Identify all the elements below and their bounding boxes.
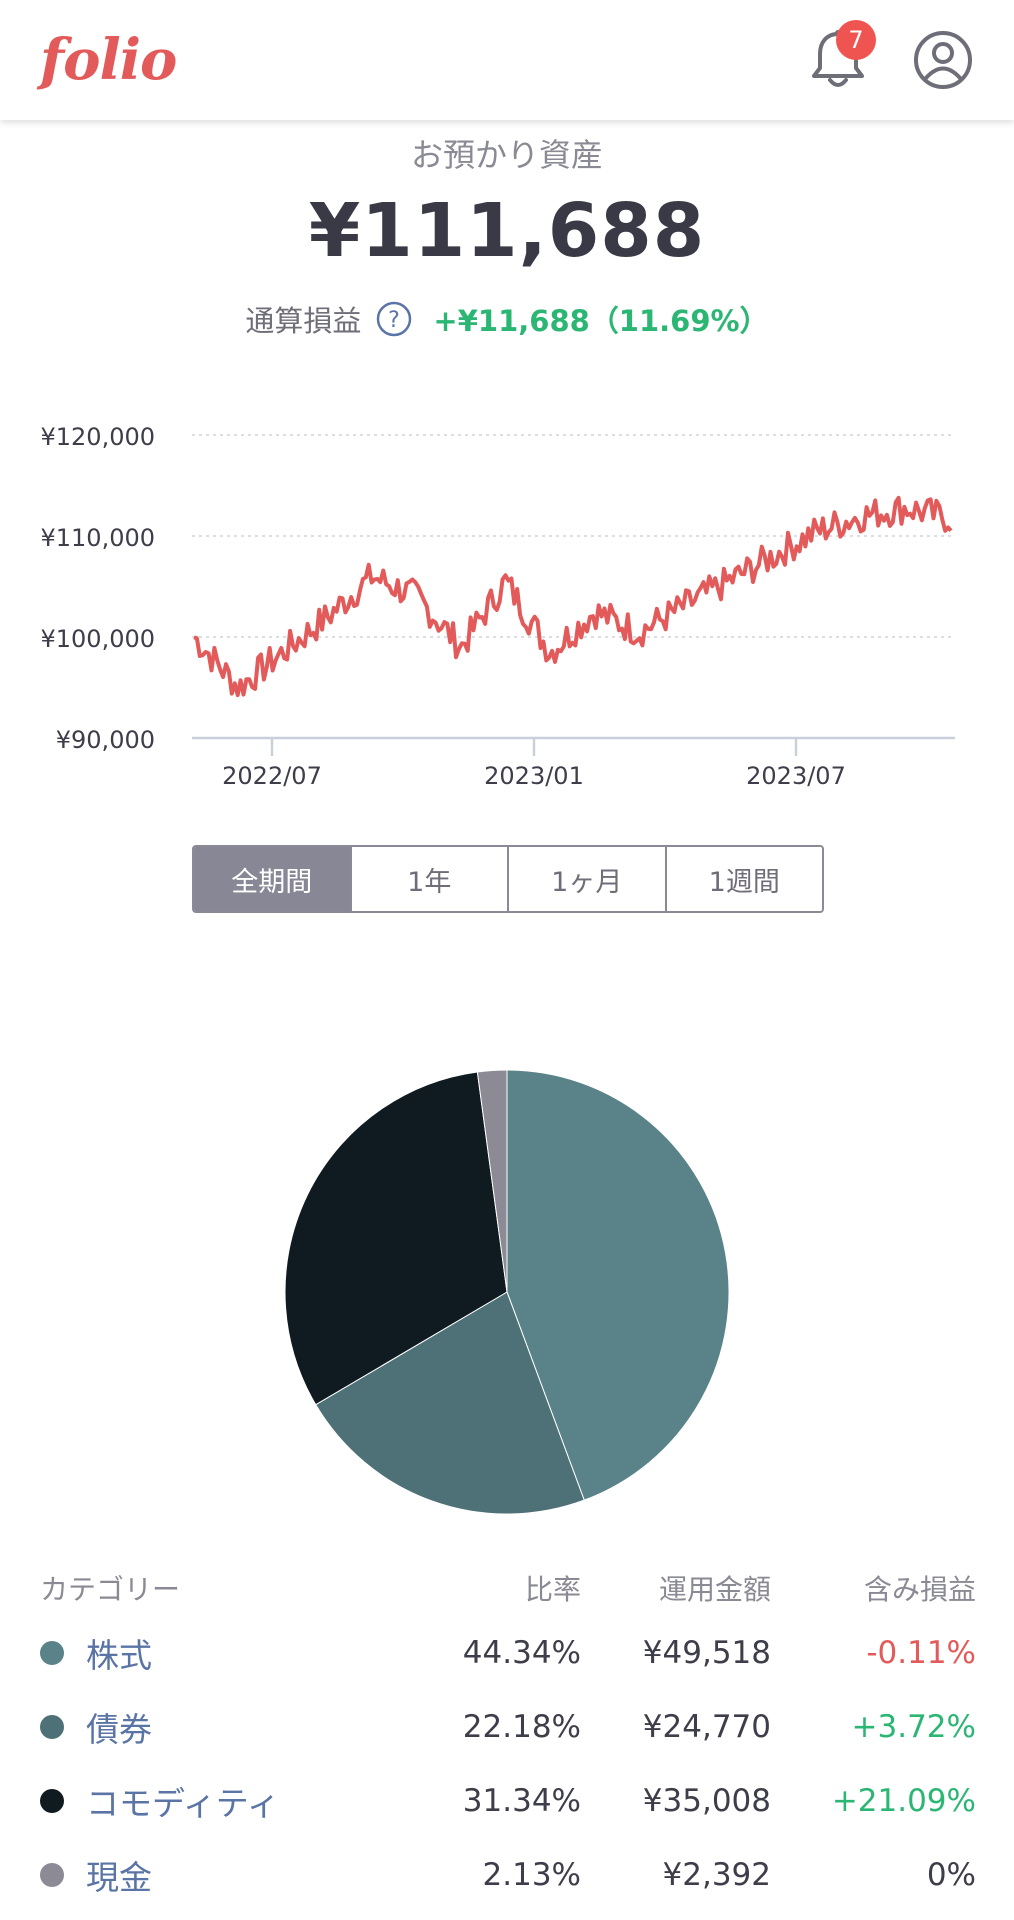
category-link-bonds[interactable]: 債券 bbox=[86, 1710, 152, 1749]
asset-summary: お預かり資産 ¥111,688 通算損益 ? +¥11,688（11.69%） bbox=[0, 120, 1014, 340]
header-amount: 運用金額 bbox=[658, 1573, 771, 1606]
pie-slice-cash[interactable] bbox=[476, 1069, 508, 1293]
help-icon[interactable]: ? bbox=[375, 300, 413, 338]
table-row: 株式 44.34% ¥49,518 -0.11% bbox=[40, 1616, 976, 1690]
table-row: 債券 22.18% ¥24,770 +3.72% bbox=[40, 1690, 976, 1764]
x-tick-label: 2022/07 bbox=[222, 762, 322, 790]
header-pl: 含み損益 bbox=[863, 1573, 976, 1606]
y-tick-label: ¥110,000 bbox=[40, 524, 155, 552]
tab-1-week[interactable]: 1週間 bbox=[666, 847, 822, 911]
pie-slice-bonds[interactable] bbox=[315, 1291, 585, 1515]
category-link-cash[interactable]: 現金 bbox=[86, 1858, 152, 1897]
notification-badge: 7 bbox=[836, 20, 876, 60]
table-row: 現金 2.13% ¥2,392 0% bbox=[40, 1838, 976, 1912]
y-tick-label: ¥100,000 bbox=[40, 625, 155, 653]
amount-value: ¥35,008 bbox=[642, 1783, 771, 1819]
notifications-button[interactable]: 7 bbox=[808, 20, 876, 92]
asset-series-line bbox=[193, 495, 953, 698]
account-icon[interactable] bbox=[912, 29, 974, 91]
pie-slice-commodities[interactable] bbox=[284, 1071, 508, 1406]
table-body: 株式 44.34% ¥49,518 -0.11% 債券 22.18% ¥24,7… bbox=[40, 1616, 976, 1912]
x-tick-label: 2023/01 bbox=[484, 762, 584, 790]
pl-value: -0.11% bbox=[866, 1635, 976, 1671]
app-header: folio 7 bbox=[0, 0, 1014, 120]
asset-line-chart: ¥120,000 ¥110,000 ¥100,000 ¥90,000 2022/07 20… bbox=[40, 423, 955, 790]
asset-label: お預かり資産 bbox=[410, 136, 603, 174]
header-actions: 7 bbox=[808, 20, 974, 92]
svg-text:?: ? bbox=[389, 308, 401, 333]
category-link-commodities[interactable]: コモディティ bbox=[86, 1784, 280, 1823]
category-dot-stocks bbox=[40, 1641, 64, 1665]
amount-value: ¥2,392 bbox=[662, 1857, 771, 1893]
tab-1-month[interactable]: 1ヶ月 bbox=[509, 847, 667, 911]
pl-value: 0% bbox=[926, 1857, 976, 1893]
allocation-table: カテゴリー 比率 運用金額 含み損益 株式 44.34% ¥49,518 -0.… bbox=[40, 1560, 976, 1912]
ratio-value: 44.34% bbox=[462, 1635, 581, 1671]
category-dot-commodities bbox=[40, 1789, 64, 1813]
y-tick-label: ¥90,000 bbox=[56, 726, 155, 754]
ratio-value: 31.34% bbox=[462, 1783, 581, 1819]
cumulative-pl-row: 通算損益 ? +¥11,688（11.69%） bbox=[0, 298, 1014, 340]
category-dot-cash bbox=[40, 1863, 64, 1887]
tab-all-period[interactable]: 全期間 bbox=[194, 847, 352, 911]
table-row: コモディティ 31.34% ¥35,008 +21.09% bbox=[40, 1764, 976, 1838]
pl-label: 通算損益 bbox=[245, 304, 362, 338]
ratio-value: 22.18% bbox=[462, 1709, 581, 1745]
allocation-pie-chart bbox=[284, 1069, 730, 1515]
folio-logo[interactable]: folio bbox=[40, 27, 177, 93]
amount-value: ¥24,770 bbox=[642, 1709, 771, 1745]
ratio-value: 2.13% bbox=[482, 1857, 581, 1893]
pl-value: +3.72% bbox=[851, 1709, 976, 1745]
category-link-stocks[interactable]: 株式 bbox=[86, 1636, 152, 1675]
amount-value: ¥49,518 bbox=[642, 1635, 771, 1671]
tab-1-year[interactable]: 1年 bbox=[351, 847, 509, 911]
category-dot-bonds bbox=[40, 1715, 64, 1739]
table-header: カテゴリー 比率 運用金額 含み損益 bbox=[40, 1560, 976, 1616]
period-tabs: 全期間 1年 1ヶ月 1週間 bbox=[192, 845, 824, 913]
x-tick-label: 2023/07 bbox=[746, 762, 846, 790]
y-tick-label: ¥120,000 bbox=[40, 423, 155, 451]
pie-slice-stocks[interactable] bbox=[506, 1069, 730, 1501]
header-category: カテゴリー bbox=[40, 1573, 181, 1606]
header-ratio: 比率 bbox=[524, 1573, 581, 1606]
pl-value: +¥11,688（11.69%） bbox=[433, 304, 769, 338]
pl-value: +21.09% bbox=[831, 1783, 976, 1819]
total-asset-value: ¥111,688 bbox=[308, 188, 706, 274]
